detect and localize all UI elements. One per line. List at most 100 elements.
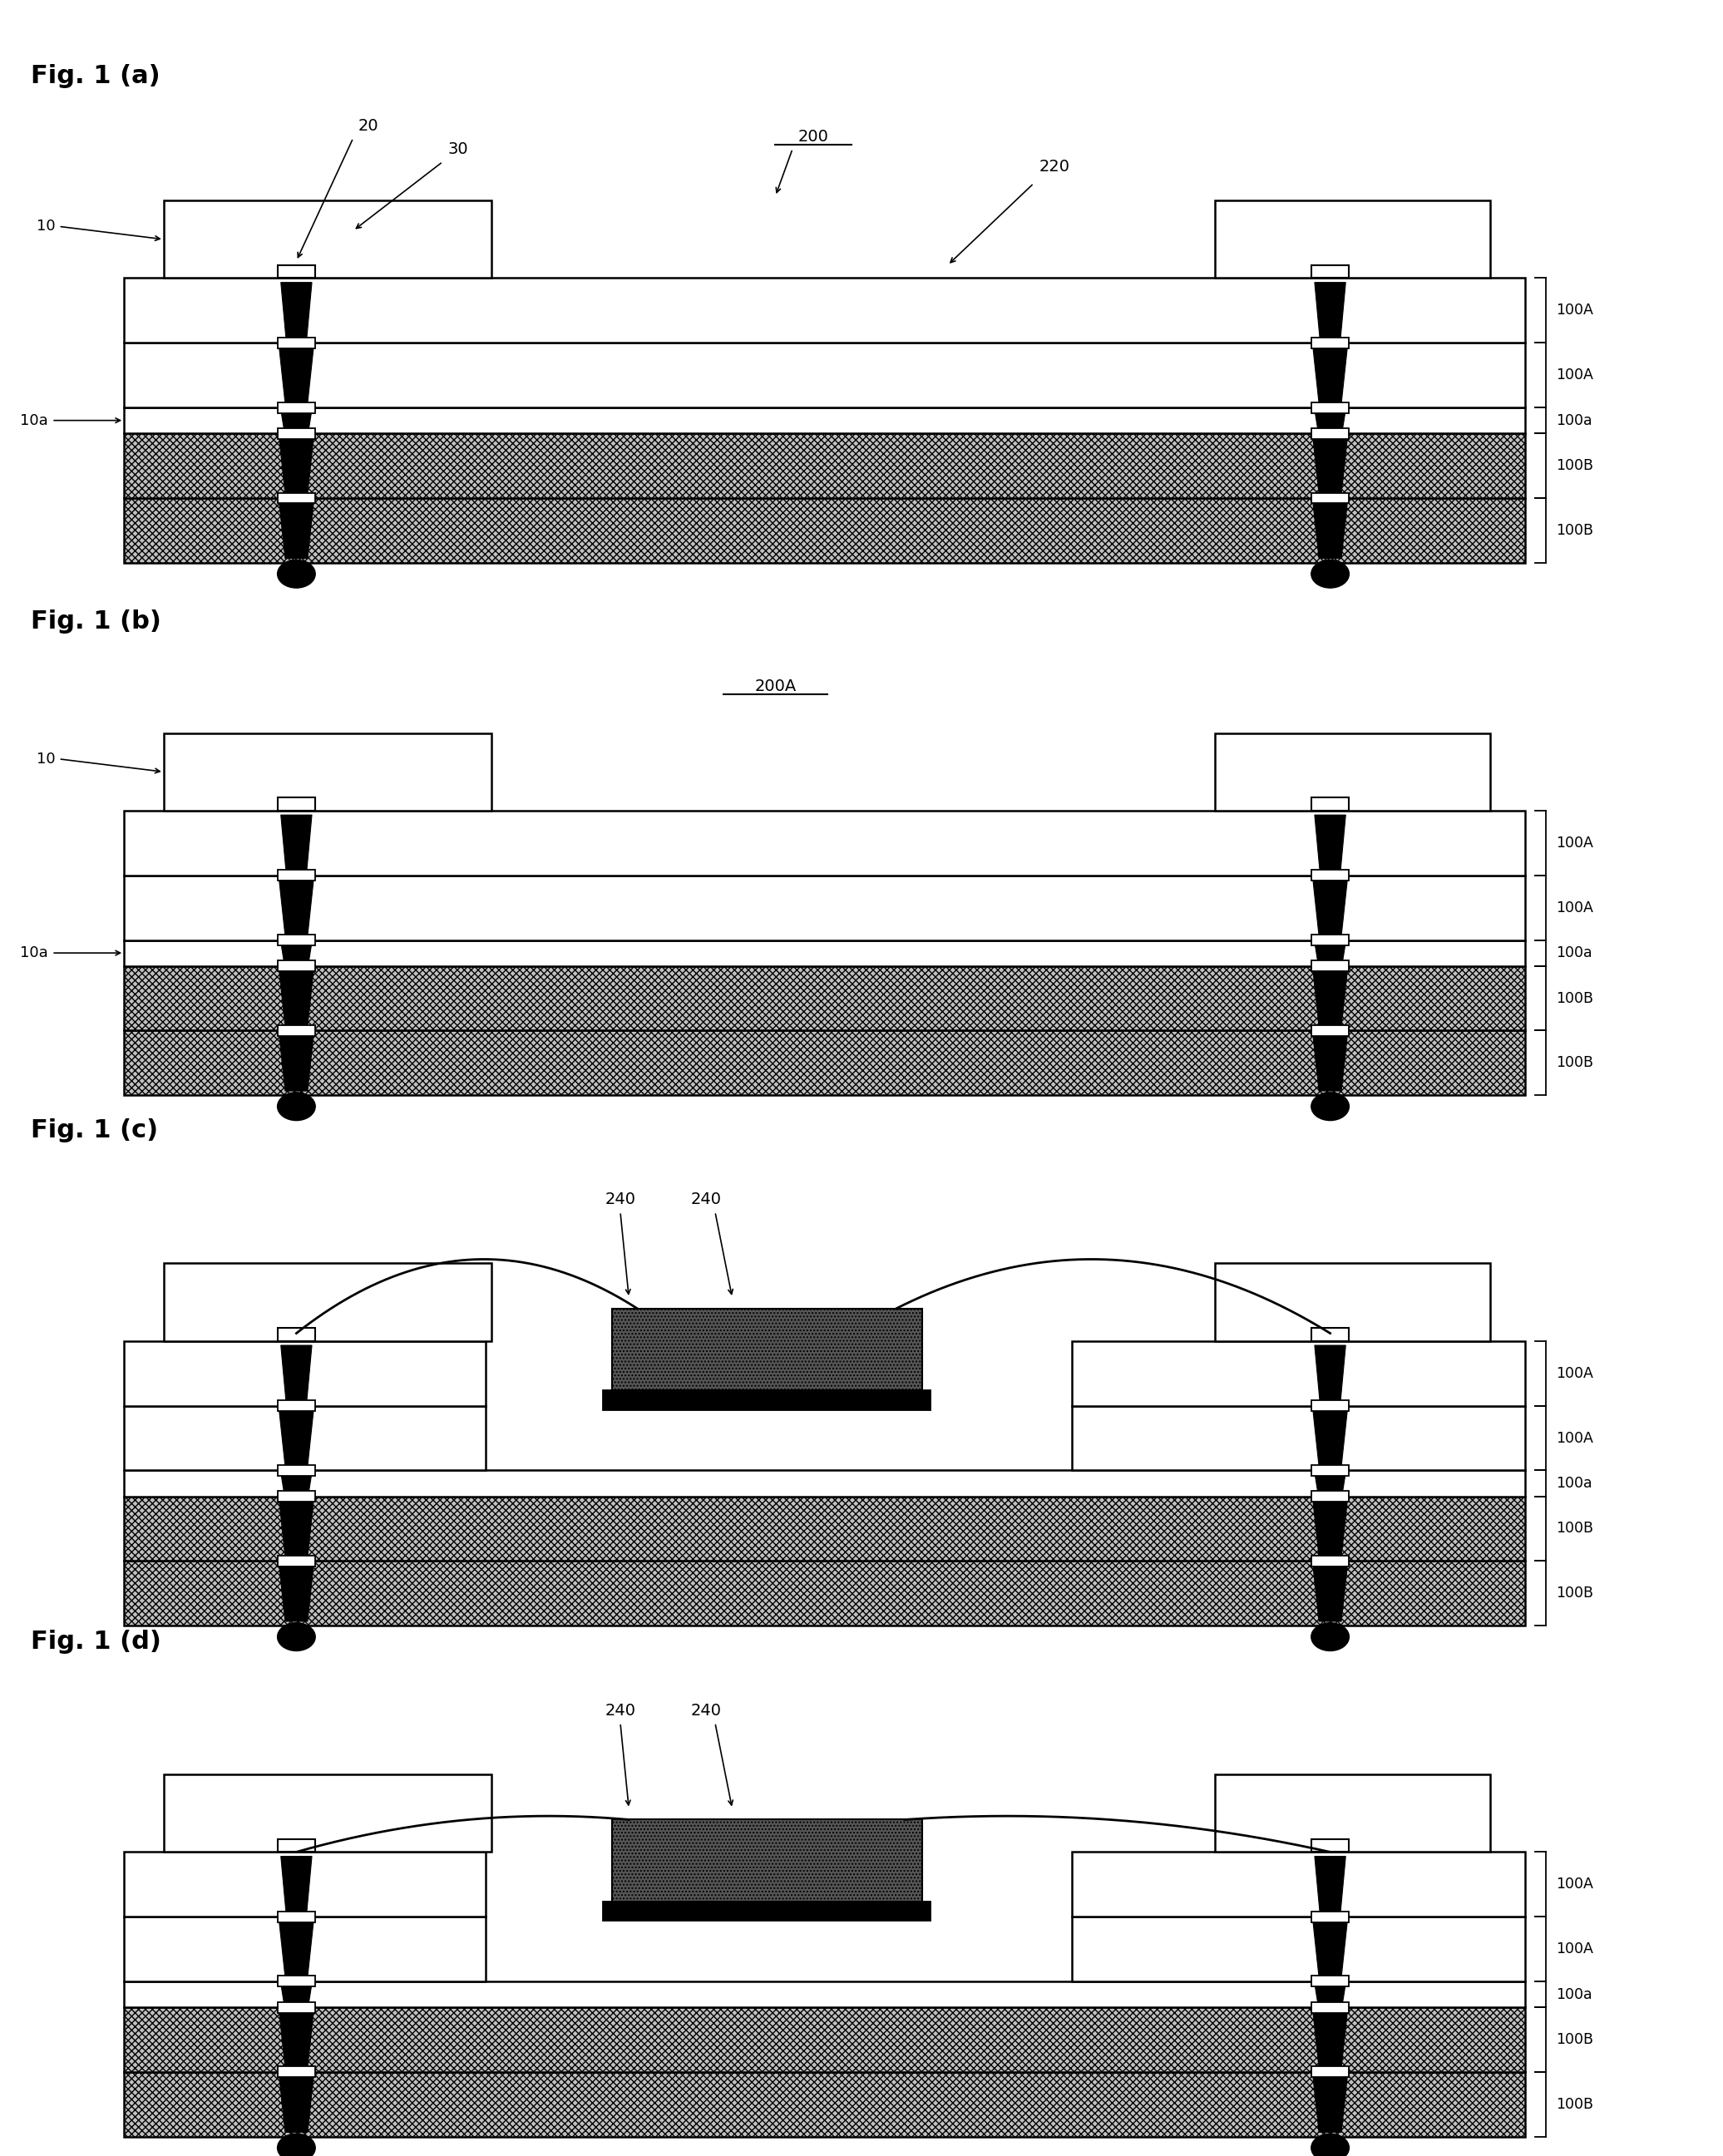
- Text: 200: 200: [798, 129, 829, 144]
- Polygon shape: [1313, 2076, 1347, 2132]
- Polygon shape: [279, 438, 314, 494]
- Polygon shape: [281, 410, 312, 431]
- Bar: [1311, 1975, 1349, 1988]
- Polygon shape: [279, 502, 314, 558]
- Bar: [124, 498, 1525, 563]
- Polygon shape: [1313, 438, 1347, 494]
- Bar: [1072, 1406, 1525, 1470]
- Polygon shape: [279, 347, 314, 403]
- Polygon shape: [1315, 1473, 1346, 1494]
- Polygon shape: [1313, 502, 1347, 558]
- Bar: [124, 1852, 486, 1917]
- Text: 30: 30: [448, 142, 469, 157]
- Polygon shape: [1315, 1345, 1346, 1401]
- Text: Fig. 1 (b): Fig. 1 (b): [31, 610, 162, 634]
- Text: 10: 10: [36, 220, 55, 233]
- Text: 100a: 100a: [1556, 946, 1592, 959]
- Bar: [277, 1975, 315, 1988]
- Bar: [124, 1981, 1525, 2007]
- Bar: [1311, 962, 1349, 970]
- Text: 100B: 100B: [1556, 524, 1594, 537]
- Bar: [124, 1341, 486, 1406]
- Bar: [1311, 2065, 1349, 2078]
- Text: 100a: 100a: [1556, 1477, 1592, 1490]
- Bar: [124, 278, 1525, 343]
- Bar: [277, 1466, 315, 1475]
- Polygon shape: [1313, 347, 1347, 403]
- Bar: [124, 875, 1525, 940]
- Polygon shape: [1313, 880, 1347, 936]
- Text: 100B: 100B: [1556, 459, 1594, 472]
- Polygon shape: [279, 2076, 314, 2132]
- Polygon shape: [1315, 1984, 1346, 2005]
- Polygon shape: [1313, 1501, 1347, 1557]
- Text: 100A: 100A: [1556, 369, 1594, 382]
- Bar: [277, 871, 315, 882]
- Bar: [1311, 1492, 1349, 1501]
- Text: 10a: 10a: [21, 414, 48, 427]
- Polygon shape: [1313, 970, 1347, 1026]
- Polygon shape: [1313, 1410, 1347, 1466]
- Ellipse shape: [1311, 561, 1349, 589]
- Bar: [124, 433, 1525, 498]
- Ellipse shape: [1311, 1093, 1349, 1121]
- Bar: [1311, 1910, 1349, 1923]
- Text: 100A: 100A: [1556, 837, 1594, 849]
- Polygon shape: [1315, 282, 1346, 338]
- Polygon shape: [1313, 2012, 1347, 2068]
- Bar: [277, 1401, 315, 1412]
- Bar: [124, 1406, 486, 1470]
- Bar: [612, 1820, 922, 1902]
- Text: 100A: 100A: [1556, 1878, 1594, 1891]
- Bar: [1215, 1263, 1490, 1341]
- Bar: [277, 403, 315, 414]
- Bar: [124, 1561, 1525, 1626]
- Bar: [164, 1263, 491, 1341]
- Polygon shape: [281, 815, 312, 871]
- Text: 10a: 10a: [21, 946, 48, 959]
- Polygon shape: [1315, 1856, 1346, 1912]
- Text: 100a: 100a: [1556, 1988, 1592, 2001]
- Bar: [277, 1839, 315, 1852]
- Text: 100A: 100A: [1556, 1943, 1594, 1955]
- Bar: [164, 1774, 491, 1852]
- Polygon shape: [1315, 410, 1346, 431]
- Ellipse shape: [277, 1623, 315, 1651]
- Text: 100a: 100a: [1556, 414, 1592, 427]
- Bar: [277, 936, 315, 944]
- Bar: [1072, 1852, 1525, 1917]
- Bar: [1311, 1839, 1349, 1852]
- Ellipse shape: [277, 2134, 315, 2156]
- Polygon shape: [281, 1345, 312, 1401]
- Bar: [277, 427, 315, 438]
- Polygon shape: [279, 880, 314, 936]
- Text: 100B: 100B: [1556, 1587, 1594, 1600]
- Bar: [277, 798, 315, 811]
- Bar: [124, 2007, 1525, 2072]
- Bar: [1311, 1466, 1349, 1475]
- Text: Fig. 1 (d): Fig. 1 (d): [31, 1630, 162, 1654]
- Text: 100A: 100A: [1556, 304, 1594, 317]
- Text: 240: 240: [605, 1703, 636, 1718]
- Bar: [1311, 265, 1349, 278]
- Bar: [1311, 1026, 1349, 1037]
- Text: 220: 220: [1039, 160, 1070, 175]
- Bar: [124, 966, 1525, 1031]
- Polygon shape: [281, 282, 312, 338]
- Bar: [1311, 871, 1349, 882]
- Bar: [1311, 798, 1349, 811]
- Text: 240: 240: [691, 1192, 722, 1207]
- Bar: [277, 336, 315, 347]
- Ellipse shape: [277, 1093, 315, 1121]
- Bar: [124, 343, 1525, 407]
- Bar: [277, 265, 315, 278]
- Text: 100A: 100A: [1556, 901, 1594, 914]
- Bar: [277, 1492, 315, 1501]
- Text: 100A: 100A: [1556, 1367, 1594, 1380]
- Bar: [1311, 1557, 1349, 1565]
- Bar: [277, 492, 315, 502]
- Polygon shape: [279, 1410, 314, 1466]
- Polygon shape: [1313, 1035, 1347, 1091]
- Bar: [603, 1902, 930, 1921]
- Bar: [1215, 1774, 1490, 1852]
